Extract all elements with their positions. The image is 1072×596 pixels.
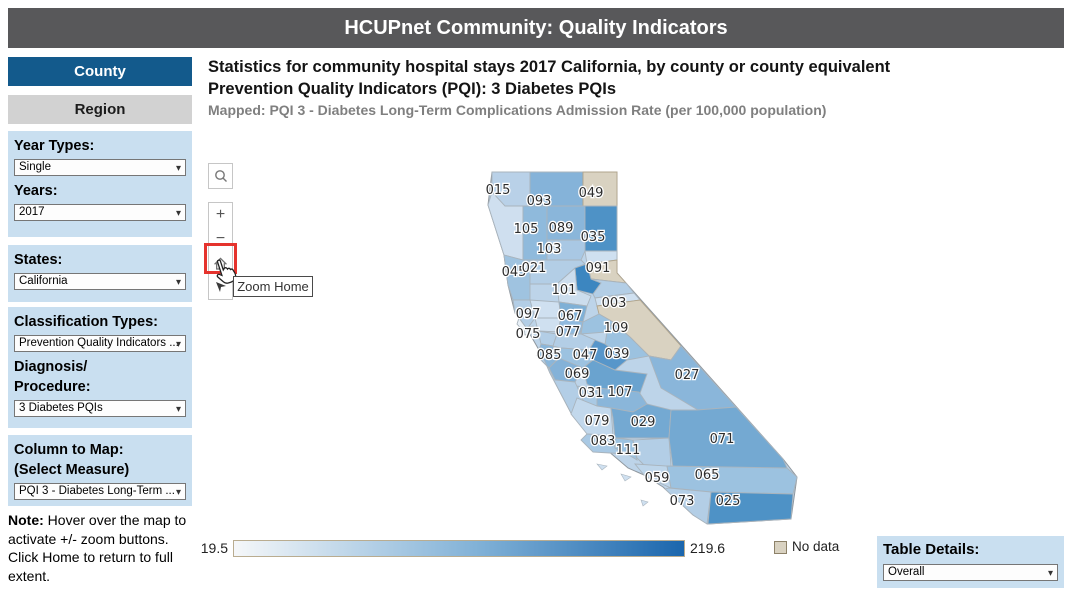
county-label-059: 059 (645, 471, 670, 486)
pointer-tool-button[interactable] (209, 275, 232, 299)
diagnosis-procedure-label: Procedure: (14, 379, 91, 395)
county-111[interactable] (614, 437, 638, 461)
county-025[interactable] (707, 491, 794, 525)
diagnosis-procedure-label: Diagnosis/ (14, 359, 88, 375)
table-details-label: Table Details: (883, 541, 980, 558)
column-to-map-select[interactable]: PQI 3 - Diabetes Long-Term ... ▾ (14, 483, 186, 500)
statistics-title-line2: Prevention Quality Indicators (PQI): 3 D… (208, 80, 617, 98)
panel-years: Year Types: Single ▾ Years: 2017 ▾ (8, 131, 192, 237)
panel-states: States: California ▾ (8, 245, 192, 302)
county-label-093: 093 (527, 194, 552, 209)
chevron-down-icon: ▾ (175, 163, 181, 174)
years-select[interactable]: 2017 ▾ (14, 204, 186, 221)
county-label-027: 027 (675, 368, 700, 383)
classification-types-label: Classification Types: (14, 314, 158, 330)
county-label-109: 109 (604, 321, 629, 336)
county-103[interactable] (546, 239, 586, 261)
table-details-panel: Table Details: Overall ▾ (877, 536, 1064, 588)
tab-county[interactable]: County (8, 57, 192, 86)
chevron-down-icon: ▾ (175, 277, 181, 288)
no-data-swatch (774, 541, 787, 554)
county-area[interactable] (582, 359, 648, 397)
magnifier-icon (214, 170, 227, 182)
column-to-map-label: Column to Map: (14, 442, 124, 458)
county-label-083: 083 (591, 434, 616, 449)
county-label-003: 003 (602, 296, 627, 311)
island (640, 499, 649, 507)
zoom-in-button[interactable]: + (215, 206, 226, 223)
pointer-tool-icon (215, 282, 226, 292)
county-label-047: 047 (573, 348, 598, 363)
island (596, 463, 608, 471)
county-059[interactable] (633, 463, 672, 489)
legend-min-value: 19.5 (200, 540, 228, 556)
county-label-097: 097 (516, 307, 541, 322)
zoom-home-tooltip: Zoom Home (233, 276, 313, 297)
year-types-label: Year Types: (14, 138, 95, 154)
chevron-down-icon: ▾ (175, 404, 181, 415)
mapped-measure-subtitle: Mapped: PQI 3 - Diabetes Long-Term Compl… (208, 102, 827, 118)
county-label-085: 085 (537, 348, 562, 363)
county-071[interactable] (668, 406, 788, 469)
county-label-075: 075 (516, 327, 541, 342)
county-label-015: 015 (486, 183, 511, 198)
hand-cursor (216, 259, 237, 284)
zoom-out-button[interactable]: − (215, 230, 226, 247)
no-data-label: No data (792, 539, 840, 554)
island (620, 473, 632, 482)
county-label-067: 067 (558, 309, 583, 324)
chevron-down-icon: ▾ (175, 339, 181, 350)
states-select[interactable]: California ▾ (14, 273, 186, 290)
chevron-down-icon: ▾ (175, 487, 181, 498)
states-label: States: (14, 252, 63, 268)
legend-gradient-bar (233, 540, 685, 557)
county-label-065: 065 (695, 468, 720, 483)
map-note: Note: Hover over the map to activate +/-… (8, 511, 202, 585)
county-label-069: 069 (565, 367, 590, 382)
panel-classification: Classification Types: Prevention Quality … (8, 307, 192, 428)
statistics-title-line1: Statistics for community hospital stays … (208, 58, 891, 76)
county-label-105: 105 (514, 222, 539, 237)
tab-region[interactable]: Region (8, 95, 192, 124)
county-label-091: 091 (586, 261, 611, 276)
county-label-035: 035 (581, 230, 606, 245)
county-075[interactable] (523, 325, 535, 336)
panel-column-to-map: Column to Map: (Select Measure) PQI 3 - Di… (8, 435, 192, 506)
county-label-103: 103 (537, 242, 562, 257)
classification-types-select[interactable]: Prevention Quality Indicators ... ▾ (14, 335, 186, 352)
note-bold: Note: (8, 512, 44, 528)
chevron-down-icon: ▾ (175, 208, 181, 219)
county-label-045: 045 (502, 265, 527, 280)
county-label-111: 111 (616, 443, 641, 458)
county-label-077: 077 (556, 325, 581, 340)
table-details-select[interactable]: Overall ▾ (883, 564, 1058, 581)
table-details-value: Overall (888, 566, 925, 578)
page-title: HCUPnet Community: Quality Indicators (8, 8, 1064, 48)
county-label-021: 021 (522, 261, 547, 276)
county-label-025: 025 (716, 494, 741, 509)
years-label: Years: (14, 183, 58, 199)
county-label-073: 073 (670, 494, 695, 509)
county-label-029: 029 (631, 415, 656, 430)
legend-max-value: 219.6 (690, 540, 726, 556)
note-text: Hover over the map to activate +/- zoom … (8, 512, 187, 584)
county-label-089: 089 (549, 221, 574, 236)
county-label-049: 049 (579, 186, 604, 201)
county-label-039: 039 (605, 347, 630, 362)
zoom-search-button[interactable] (208, 163, 233, 189)
county-label-031: 031 (579, 386, 604, 401)
diagnosis-procedure-select[interactable]: 3 Diabetes PQIs ▾ (14, 400, 186, 417)
county-label-101: 101 (552, 283, 577, 298)
county-label-107: 107 (608, 385, 633, 400)
county-label-071: 071 (710, 432, 735, 447)
chevron-down-icon: ▾ (1047, 568, 1053, 579)
column-to-map-label: (Select Measure) (14, 462, 130, 478)
county-label-079: 079 (585, 414, 610, 429)
year-types-select[interactable]: Single ▾ (14, 159, 186, 176)
zoom-toolbar: + − (208, 202, 233, 300)
